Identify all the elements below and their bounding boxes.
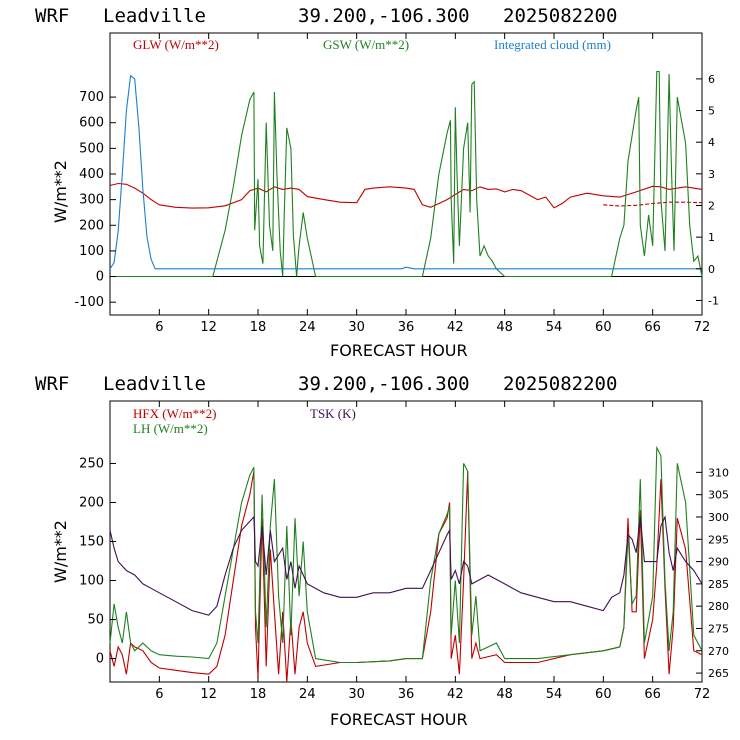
y-tick-label: 300 — [79, 193, 104, 208]
x-tick-label: 48 — [496, 320, 513, 335]
y2-tick-label: 6 — [708, 73, 715, 86]
fluxes-axis-ticks: 6 12 18 24 30 36 42 48 54 60 66 72 0 50 100 150 200 250 26… — [79, 401, 729, 702]
radiation-series-integrated-line — [109, 74, 702, 270]
header-run: 2025082200 — [503, 5, 617, 27]
y-tick-label: 0 — [96, 652, 104, 667]
fluxes-chart-frame — [109, 400, 703, 683]
y2-tick-label: 3 — [708, 168, 715, 181]
panel-1-header: WRF Leadville 39.200,-106.300 2025082200 — [35, 5, 617, 27]
y2-tick-label: 2 — [708, 199, 715, 212]
x-tick-label: 60 — [595, 320, 612, 335]
x-tick-label: 12 — [200, 320, 217, 335]
radiation-series-glw-line — [109, 182, 703, 209]
x-tick-label: 6 — [155, 320, 163, 335]
y2-tick-label: 295 — [708, 533, 729, 546]
x-tick-label: 54 — [546, 687, 563, 702]
fluxes-series-tsk-line — [109, 514, 703, 616]
y-tick-label: 150 — [79, 535, 104, 550]
x-tick-label: 30 — [348, 320, 365, 335]
y2-tick-label: 5 — [708, 105, 715, 118]
legend-glw: GLW (W/m**2) — [133, 37, 219, 52]
y-tick-label: 250 — [79, 456, 104, 471]
x-tick-label: 66 — [644, 320, 661, 335]
y2-tick-label: 275 — [708, 622, 729, 635]
y-tick-label: 50 — [87, 613, 104, 628]
legend-gsw: GSW (W/m**2) — [323, 37, 409, 52]
y-tick-label: 100 — [79, 244, 104, 259]
y2-tick-label: 280 — [708, 600, 729, 613]
x-tick-label: 12 — [200, 687, 217, 702]
y2-tick-label: 1 — [708, 231, 715, 244]
x-tick-label: 48 — [496, 687, 513, 702]
x-tick-label: 18 — [250, 320, 267, 335]
y-tick-label: 200 — [79, 495, 104, 510]
x-tick-label: 36 — [398, 320, 415, 335]
radiation-axis-ticks: 6 12 18 24 30 36 42 48 54 60 66 72-1000100200300400… — [74, 33, 719, 335]
radiation-chart-frame — [109, 32, 703, 316]
x-tick-label: 72 — [694, 687, 711, 702]
y2-tick-label: -1 — [708, 294, 719, 307]
y-tick-label: -100 — [74, 295, 104, 310]
x-tick-label: 60 — [595, 687, 612, 702]
y-tick-label: 600 — [79, 116, 104, 131]
legend-integrated-cloud: Integrated cloud (mm) — [494, 37, 611, 52]
x-tick-label: 42 — [447, 687, 464, 702]
header-model: WRF — [35, 5, 69, 27]
y2-tick-label: 4 — [708, 136, 715, 149]
x-tick-label: 54 — [546, 320, 563, 335]
x-tick-label: 66 — [644, 687, 661, 702]
header-coords: 39.200,-106.300 — [298, 373, 470, 395]
x-axis-label: FORECAST HOUR — [330, 710, 468, 729]
radiation-series-glw-dashed-line — [603, 201, 703, 207]
y2-tick-label: 300 — [708, 511, 729, 524]
y2-tick-label: 265 — [708, 667, 729, 680]
y-tick-label: 400 — [79, 167, 104, 182]
radiation-series-gsw-line — [110, 70, 703, 278]
x-tick-label: 18 — [250, 687, 267, 702]
y-tick-label: 700 — [79, 90, 104, 105]
x-tick-label: 6 — [155, 687, 163, 702]
radiation-chart: 6 12 18 24 30 36 42 48 54 60 66 72-1000100200300400… — [51, 32, 719, 360]
header-site: Leadville — [103, 5, 206, 27]
y2-tick-label: 270 — [708, 645, 729, 658]
x-tick-label: 72 — [694, 320, 711, 335]
panel-2-header: WRF Leadville 39.200,-106.300 2025082200 — [35, 373, 617, 395]
header-coords: 39.200,-106.300 — [298, 5, 470, 27]
x-tick-label: 42 — [447, 320, 464, 335]
y-tick-label: 100 — [79, 574, 104, 589]
fluxes-chart: 6 12 18 24 30 36 42 48 54 60 66 72 0 50 100 150 200 250 26… — [51, 400, 729, 729]
y2-tick-label: 0 — [708, 263, 715, 276]
header-site: Leadville — [103, 373, 206, 395]
x-tick-label: 30 — [348, 687, 365, 702]
header-run: 2025082200 — [503, 373, 617, 395]
y2-tick-label: 285 — [708, 578, 729, 591]
y-tick-label: 500 — [79, 141, 104, 156]
x-tick-label: 24 — [299, 687, 316, 702]
radiation-series-group — [109, 70, 703, 278]
y-axis-label: W/m**2 — [51, 160, 70, 223]
fluxes-series-hfx-line — [109, 471, 703, 683]
y-tick-label: 200 — [79, 218, 104, 233]
legend-tsk: TSK (K) — [310, 406, 356, 421]
y-axis-label: W/m**2 — [51, 520, 70, 583]
y2-tick-label: 310 — [708, 466, 729, 479]
legend-hfx: HFX (W/m**2) — [133, 406, 216, 421]
y-tick-label: 0 — [96, 270, 104, 285]
x-axis-label: FORECAST HOUR — [330, 341, 468, 360]
fluxes-series-lh-line — [109, 445, 703, 664]
legend-lh: LH (W/m**2) — [133, 421, 208, 436]
y2-tick-label: 290 — [708, 556, 729, 569]
x-tick-label: 24 — [299, 320, 316, 335]
x-tick-label: 36 — [398, 687, 415, 702]
fluxes-series-group — [109, 445, 703, 683]
header-model: WRF — [35, 373, 69, 395]
y2-tick-label: 305 — [708, 489, 729, 502]
